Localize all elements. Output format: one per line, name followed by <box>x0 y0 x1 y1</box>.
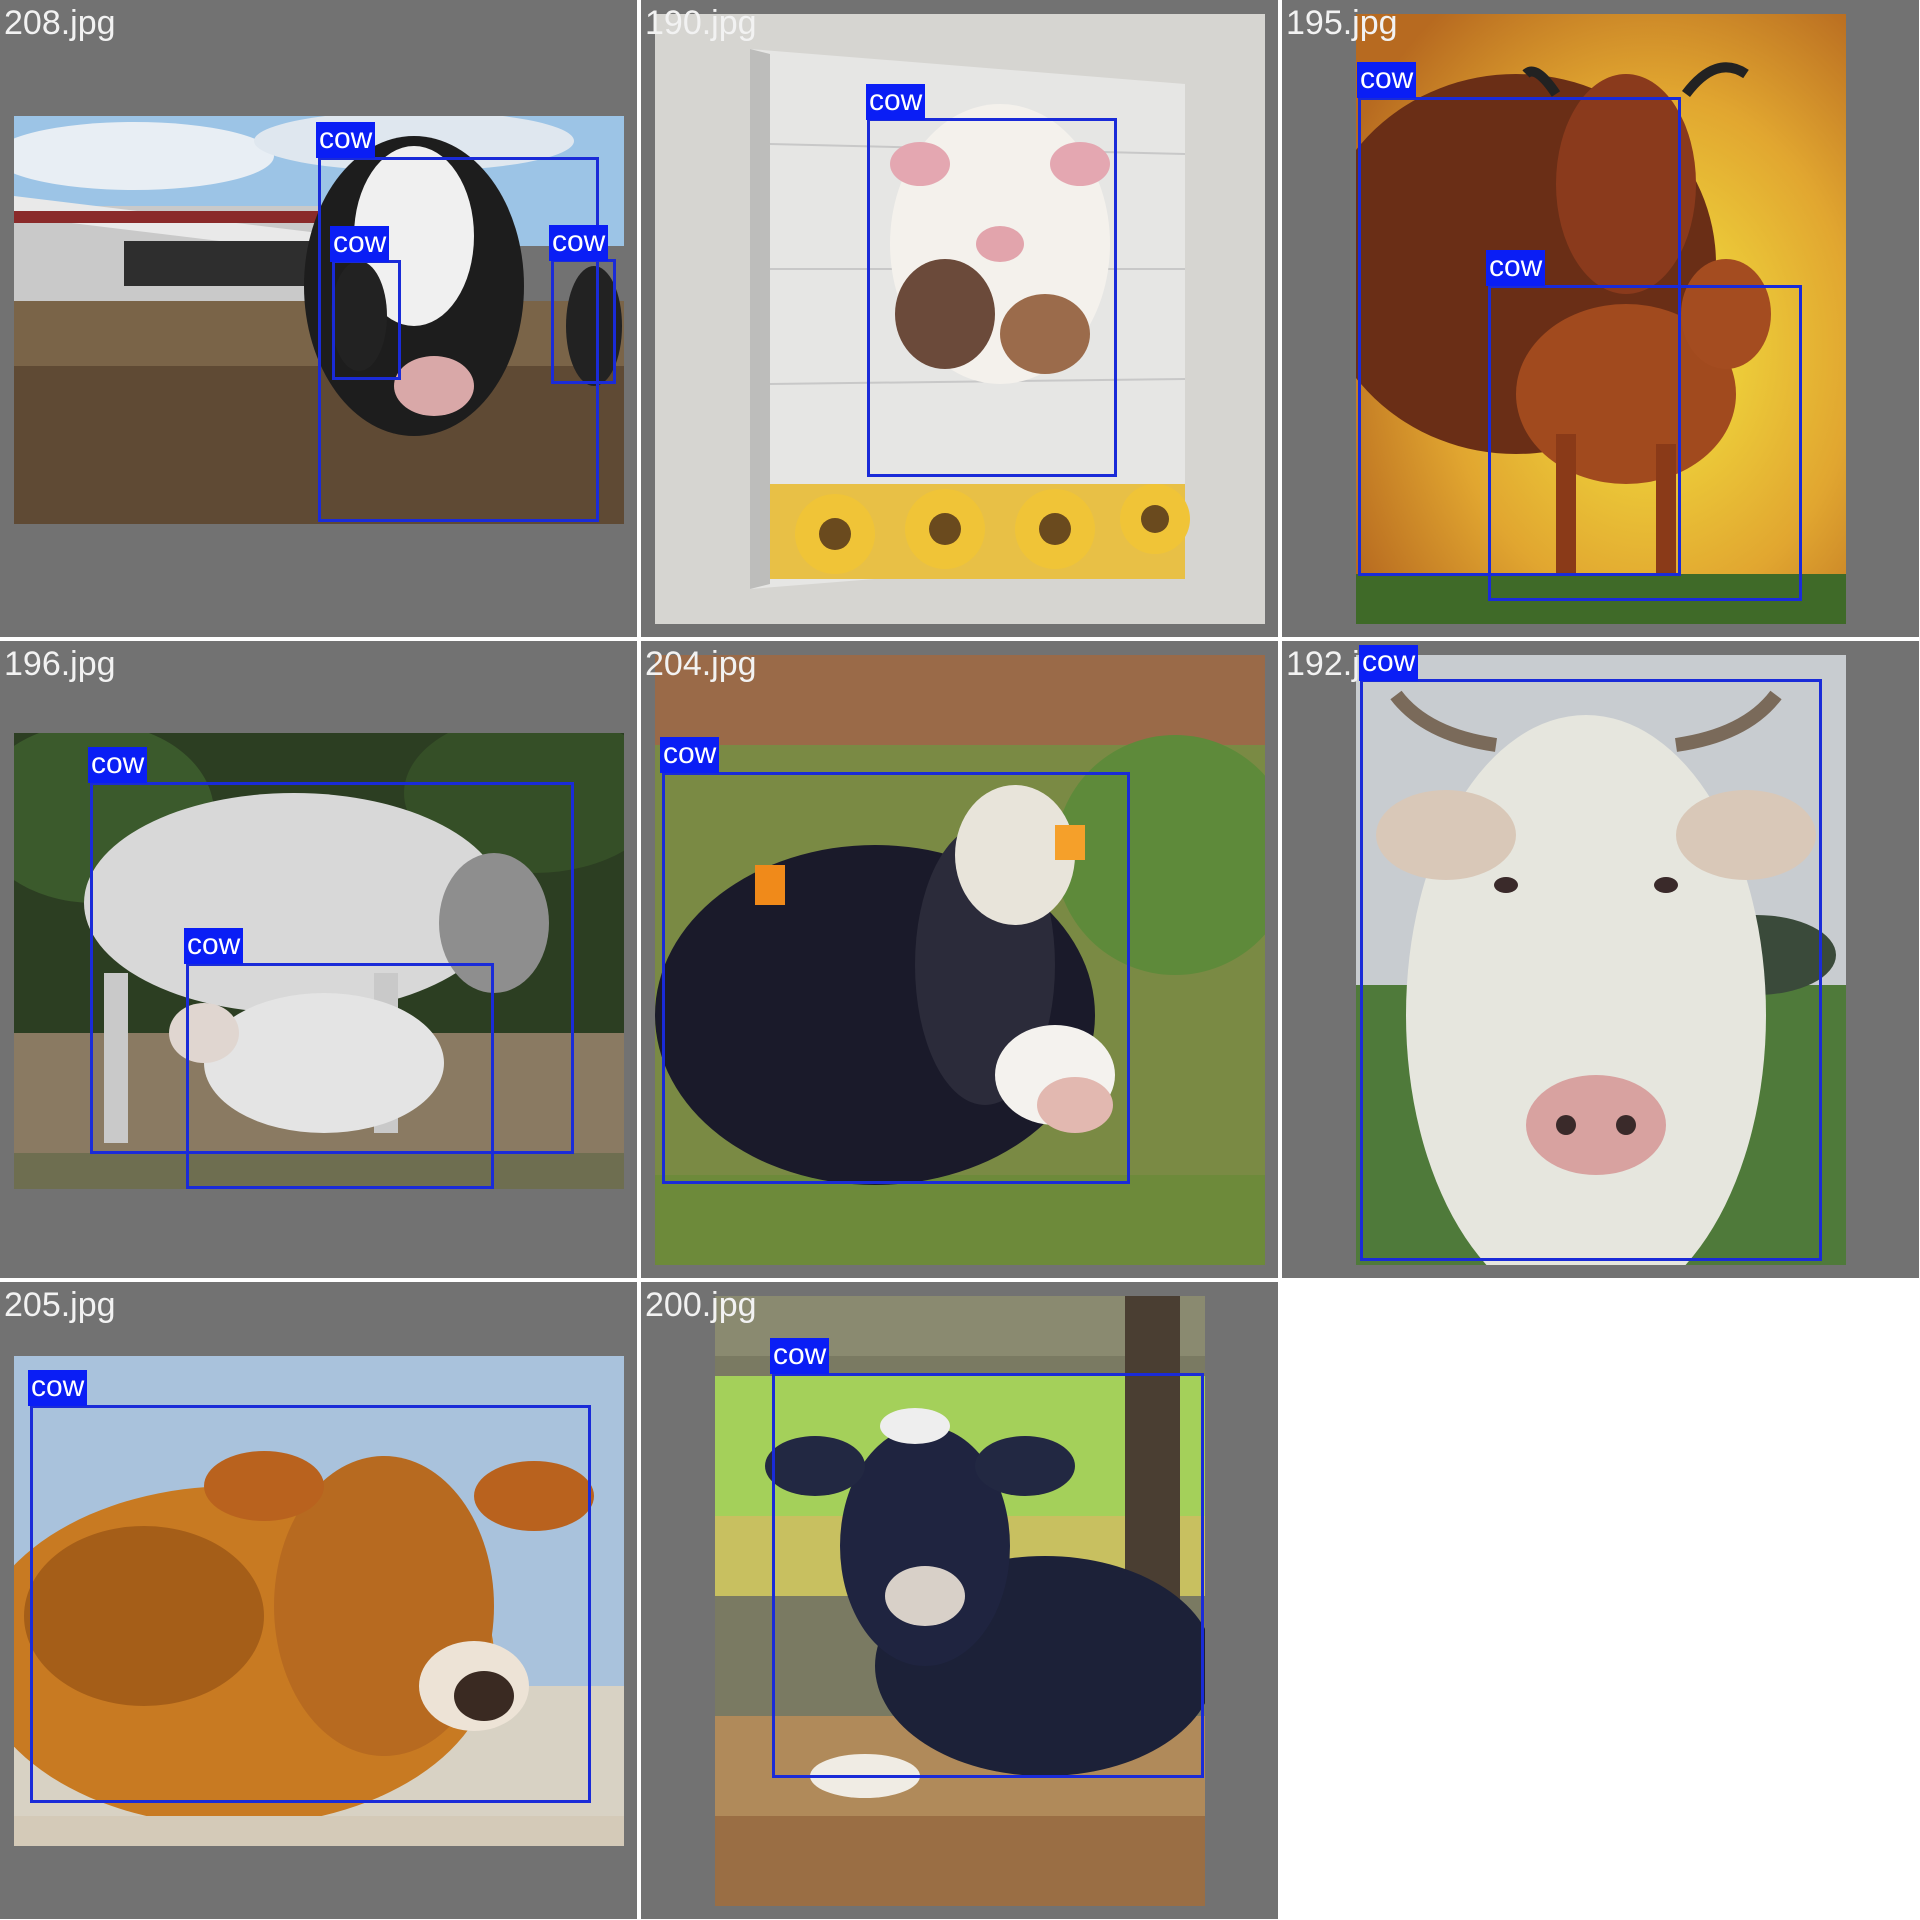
tile-192: 192.jpg cow <box>1282 641 1919 1278</box>
detection-label: cow <box>184 928 244 964</box>
tile-208: 208.jpg cow cow cow <box>0 0 637 637</box>
tile-195: 195.jpg cow cow <box>1282 0 1919 637</box>
tile-filename: 205.jpg <box>4 1286 116 1324</box>
detection-label: cow <box>1486 250 1546 286</box>
detection-box <box>772 1373 1204 1778</box>
photo-black-cow-stall <box>715 1296 1205 1906</box>
photo-white-horned-cow <box>1356 655 1846 1265</box>
detection-box <box>332 260 401 380</box>
detection-label: cow <box>316 122 376 158</box>
photo-holstein-grass <box>655 655 1265 1265</box>
tile-204: 204.jpg cow <box>641 641 1278 1278</box>
tile-196: 196.jpg cow cow <box>0 641 637 1278</box>
detection-label: cow <box>770 1338 830 1374</box>
detection-label: cow <box>88 747 148 783</box>
detection-box <box>1358 97 1681 576</box>
detection-label: cow <box>1359 645 1419 681</box>
detection-label: cow <box>1357 62 1417 98</box>
detection-box <box>551 259 616 384</box>
tile-200: 200.jpg cow <box>641 1282 1278 1919</box>
detection-box <box>1360 679 1822 1261</box>
tile-filename: 208.jpg <box>4 4 116 42</box>
detection-label: cow <box>549 225 609 261</box>
detection-label: cow <box>28 1370 88 1406</box>
detection-box <box>90 782 574 1154</box>
tile-filename: 204.jpg <box>645 645 757 683</box>
detection-box <box>662 772 1130 1184</box>
photo-jersey-cow <box>14 1356 624 1846</box>
tile-filename: 195.jpg <box>1286 4 1398 42</box>
tile-filename: 200.jpg <box>645 1286 757 1324</box>
tile-filename: 190.jpg <box>645 4 757 42</box>
detection-box <box>1488 285 1802 601</box>
tile-205: 205.jpg cow <box>0 1282 637 1919</box>
detection-box <box>186 963 494 1189</box>
detection-box <box>30 1405 591 1803</box>
tile-190: 190.jpg cow <box>641 0 1278 637</box>
detection-label: cow <box>660 737 720 773</box>
photo-cow-canvas <box>655 14 1265 624</box>
detection-label: cow <box>866 84 926 120</box>
detection-box <box>318 157 599 522</box>
detection-box <box>867 118 1117 477</box>
tile-filename: 196.jpg <box>4 645 116 683</box>
detection-label: cow <box>330 226 390 262</box>
